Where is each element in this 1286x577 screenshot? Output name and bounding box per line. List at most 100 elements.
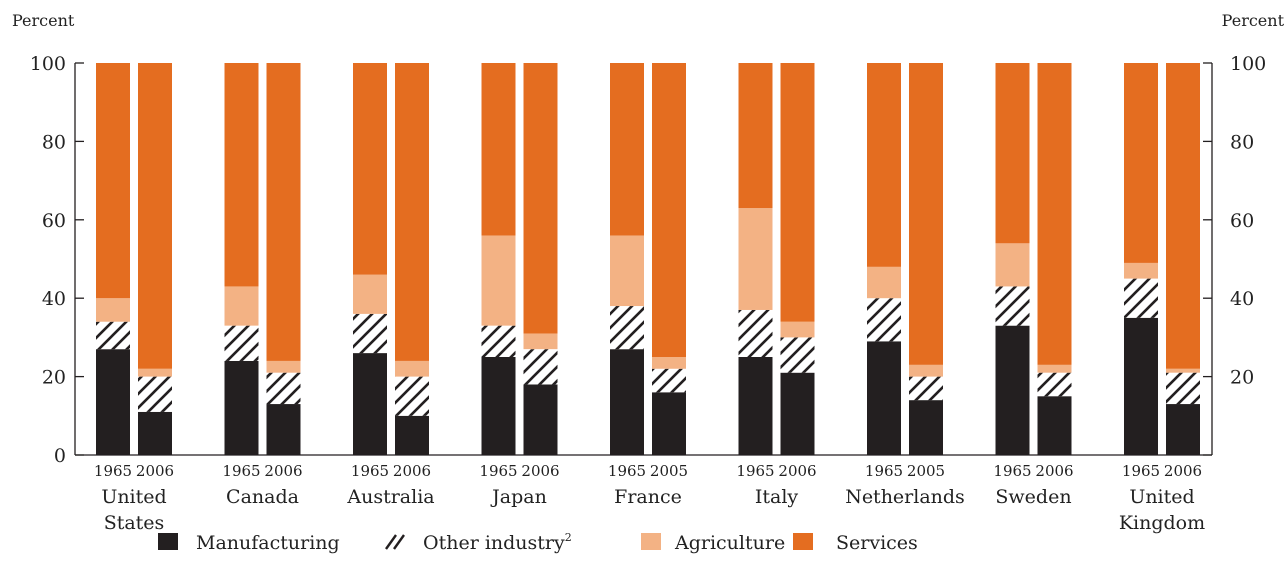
year-label: 2006 <box>778 462 816 480</box>
year-label: 1965 <box>94 462 132 480</box>
year-label: 1965 <box>993 462 1031 480</box>
year-label: 1965 <box>222 462 260 480</box>
left-tick-label: 40 <box>42 288 66 310</box>
bar-segment-other-industry <box>353 313 387 354</box>
legend: Manufacturing Other industry2 Agriculture S… <box>158 531 918 554</box>
bar-segment-services <box>1037 63 1072 365</box>
bar-segment-manufacturing <box>1037 396 1072 455</box>
bar-segment-agriculture <box>395 360 429 377</box>
bar-segment-agriculture <box>995 243 1030 287</box>
bar-segment-services <box>353 63 387 275</box>
right-tick-label: 60 <box>1230 210 1254 232</box>
bar-segment-agriculture <box>353 274 387 314</box>
bar-segment-manufacturing <box>909 400 943 455</box>
bar-segment-services <box>867 63 901 267</box>
right-tick-label: 40 <box>1230 288 1254 310</box>
legend-label-text: Manufacturing <box>196 532 340 554</box>
bar-segment-other-industry <box>738 309 773 357</box>
bar-segment-manufacturing <box>96 349 130 455</box>
year-label: 1965 <box>351 462 389 480</box>
year-label: 1965 <box>608 462 646 480</box>
bar-segment-services <box>266 63 301 361</box>
legend-swatch-agriculture <box>641 533 661 550</box>
right-axis-title: Percent <box>1222 11 1285 30</box>
bar-segment-agriculture <box>266 360 301 373</box>
bar-segment-agriculture <box>1124 262 1158 279</box>
bar-segment-other-industry <box>395 376 429 416</box>
legend-footnote-marker: 2 <box>565 531 572 544</box>
left-tick-label: 0 <box>54 445 66 467</box>
year-label: 1965 <box>865 462 903 480</box>
bar-segment-other-industry <box>995 286 1030 326</box>
bar-segment-manufacturing <box>652 392 686 455</box>
country-label: United <box>101 486 166 508</box>
legend-label-text: Agriculture <box>674 532 785 554</box>
bar-segment-services <box>610 63 644 236</box>
bar-segment-other-industry <box>1124 278 1158 318</box>
bar-segment-manufacturing <box>266 404 301 455</box>
year-label: 1965 <box>479 462 517 480</box>
legend-label-manufacturing: Manufacturing <box>196 532 340 554</box>
bar-segment-manufacturing <box>523 384 558 455</box>
bar-segment-services <box>1124 63 1158 263</box>
bar-segment-agriculture <box>138 368 172 377</box>
bar-segment-agriculture <box>1037 364 1072 373</box>
year-label: 2006 <box>264 462 302 480</box>
bar-segment-manufacturing <box>995 325 1030 455</box>
country-label: Italy <box>755 486 799 508</box>
legend-label-text: Services <box>836 532 918 554</box>
left-tick-label: 20 <box>42 367 66 389</box>
bar-segment-agriculture <box>738 208 773 310</box>
year-label: 2005 <box>907 462 945 480</box>
bar-segment-services <box>96 63 130 299</box>
bar-segment-other-industry <box>867 298 901 342</box>
bar-segment-services <box>909 63 943 365</box>
bar-segment-manufacturing <box>738 357 773 455</box>
country-label: United <box>1129 486 1194 508</box>
bar-segment-agriculture <box>481 235 516 326</box>
bar-segment-other-industry <box>266 372 301 405</box>
year-label: 2006 <box>521 462 559 480</box>
bar-segment-services <box>481 63 516 236</box>
right-tick-label: 20 <box>1230 367 1254 389</box>
bar-segment-services <box>138 63 172 369</box>
bar-segment-manufacturing <box>1124 317 1158 455</box>
year-label: 2006 <box>1164 462 1202 480</box>
bar-segment-manufacturing <box>610 349 644 455</box>
legend-label-text: Other industry <box>423 532 565 554</box>
legend-swatch-manufacturing <box>158 533 178 550</box>
bar-segment-services <box>224 63 259 287</box>
bar-segment-other-industry <box>224 325 259 361</box>
bar-segment-agriculture <box>1166 368 1200 373</box>
bar-segment-services <box>395 63 429 361</box>
country-label: Netherlands <box>845 486 965 508</box>
bar-segment-agriculture <box>867 266 901 299</box>
year-label: 1965 <box>736 462 774 480</box>
country-label: Kingdom <box>1119 512 1205 534</box>
year-label: 2006 <box>1035 462 1073 480</box>
legend-label-agriculture: Agriculture <box>674 532 785 554</box>
bar-segment-manufacturing <box>224 360 259 455</box>
plot-area <box>96 63 1200 455</box>
bar-segment-other-industry <box>523 349 558 385</box>
legend-label-services: Services <box>836 532 918 554</box>
bar-segment-manufacturing <box>1166 404 1200 455</box>
country-label: France <box>614 486 682 508</box>
country-label: Japan <box>490 486 547 508</box>
legend-swatch-other-industry <box>385 534 405 550</box>
bar-segment-agriculture <box>96 298 130 322</box>
year-label: 2006 <box>393 462 431 480</box>
year-label: 2006 <box>136 462 174 480</box>
left-tick-label: 60 <box>42 210 66 232</box>
year-label: 2005 <box>650 462 688 480</box>
bar-segment-agriculture <box>224 286 259 326</box>
left-tick-label: 100 <box>30 53 66 75</box>
bar-segment-services <box>1166 63 1200 369</box>
bar-segment-agriculture <box>652 357 686 369</box>
country-label: States <box>104 512 165 534</box>
bar-segment-other-industry <box>1037 372 1072 397</box>
left-axis-title: Percent <box>12 11 75 30</box>
bar-segment-other-industry <box>138 376 172 412</box>
legend-label-other-industry: Other industry2 <box>423 531 572 554</box>
